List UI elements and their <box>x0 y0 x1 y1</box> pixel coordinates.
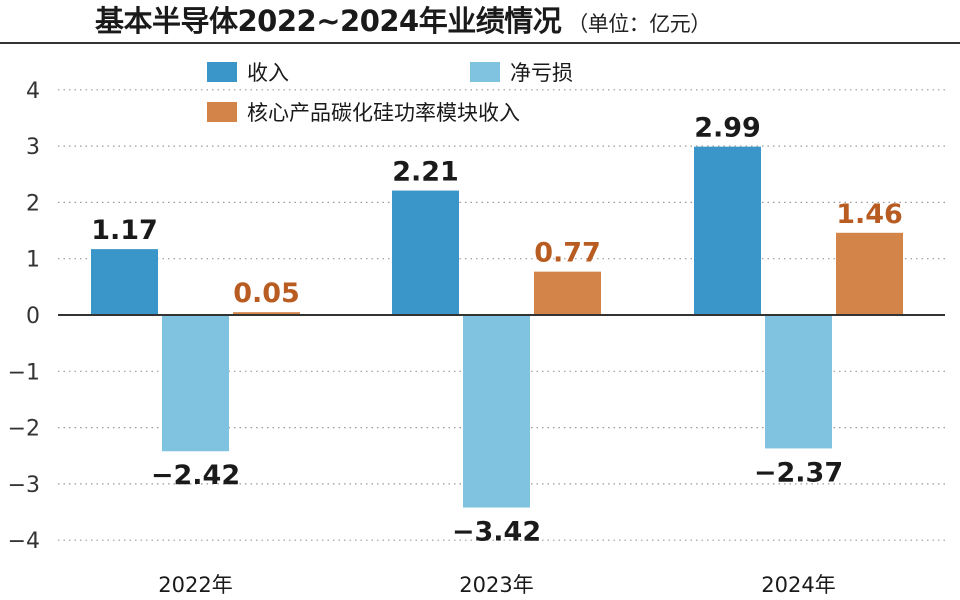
data-label: 2.99 <box>694 113 761 144</box>
bar <box>91 249 158 315</box>
bar <box>162 315 229 452</box>
y-tick-label: −3 <box>8 473 40 498</box>
bar <box>534 271 601 315</box>
data-label: 0.77 <box>534 238 601 269</box>
data-label: −2.42 <box>151 460 240 491</box>
y-tick-label: 4 <box>26 79 40 104</box>
bar <box>694 146 761 315</box>
title-rule <box>0 42 960 44</box>
bar <box>233 312 300 315</box>
legend-swatch <box>207 62 237 82</box>
bar <box>463 315 530 508</box>
x-category-label: 2023年 <box>459 573 533 597</box>
y-tick-label: −1 <box>8 360 40 385</box>
chart-unit: （单位：亿元） <box>567 12 711 36</box>
bar <box>392 190 459 315</box>
data-label: 1.46 <box>836 199 903 230</box>
legend-swatch <box>207 102 237 122</box>
data-label: 0.05 <box>233 278 300 309</box>
data-label: −2.37 <box>754 457 843 488</box>
legend-label: 核心产品碳化硅功率模块收入 <box>247 101 520 125</box>
y-tick-label: −2 <box>8 417 40 442</box>
chart-title: 基本半导体2022~2024年业绩情况 （单位：亿元） <box>95 4 711 38</box>
bar <box>765 315 832 449</box>
y-tick-label: 2 <box>26 191 40 216</box>
y-tick-label: −4 <box>8 529 40 554</box>
y-tick-label: 0 <box>26 304 40 329</box>
legend-swatch <box>470 62 500 82</box>
data-label: −3.42 <box>452 517 541 548</box>
bar <box>836 232 903 315</box>
legend-label: 净亏损 <box>510 61 573 85</box>
y-tick-label: 1 <box>26 248 40 273</box>
legend-label: 收入 <box>247 61 289 85</box>
data-label: 2.21 <box>392 157 459 188</box>
x-category-label: 2024年 <box>761 573 835 597</box>
x-category-label: 2022年 <box>158 573 232 597</box>
data-label: 1.17 <box>91 215 158 246</box>
y-tick-label: 3 <box>26 135 40 160</box>
